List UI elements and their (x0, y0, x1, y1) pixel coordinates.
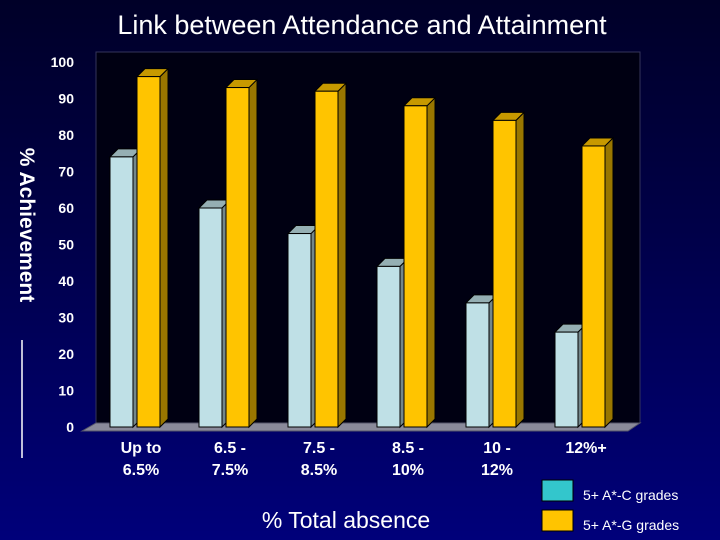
y-tick-label: 80 (58, 127, 74, 143)
bar-ac (286, 224, 321, 429)
bar-front-face (554, 331, 579, 428)
bar-ag (491, 111, 526, 429)
legend-label: 5+ A*-C grades (583, 487, 678, 503)
bar-side-face (426, 96, 436, 429)
legend: 5+ A*-C grades 5+ A*-G grades (541, 479, 679, 533)
bar-side-face (515, 111, 525, 429)
x-axis-label: % Total absence (262, 507, 430, 533)
bar-ag (402, 96, 437, 429)
bar-front-face (492, 119, 517, 428)
bar-ac (553, 322, 588, 429)
bar-ag (580, 136, 615, 429)
bar-front-face (314, 90, 339, 428)
x-tick-label: 6.5 -7.5% (212, 440, 248, 479)
bar-ac (108, 147, 143, 429)
y-tick-label: 100 (51, 54, 75, 70)
y-tick-label: 50 (58, 237, 74, 253)
bar-ag (135, 67, 170, 429)
bar-front-face (136, 76, 161, 428)
bar-side-face (159, 67, 169, 429)
bars (108, 67, 615, 429)
bar-front-face (376, 265, 401, 428)
y-axis-label: % Achievement (15, 148, 38, 302)
bar-front-face (225, 87, 250, 428)
x-tick-label: 8.5 -10% (392, 440, 424, 479)
bar-ag (313, 81, 348, 429)
bar-front-face (109, 156, 134, 428)
y-tick-label: 60 (58, 200, 74, 216)
y-tick-label: 70 (58, 164, 74, 180)
x-tick-label: Up to 6.5% (121, 440, 162, 479)
y-tick-label: 20 (58, 346, 74, 362)
bar-front-face (287, 233, 312, 428)
bar-front-face (465, 302, 490, 428)
bar-side-face (337, 81, 347, 429)
legend-label: 5+ A*-G grades (583, 517, 679, 533)
legend-swatch (541, 509, 574, 532)
y-tick-label: 0 (66, 419, 74, 435)
y-tick-label: 90 (58, 91, 74, 107)
bar-ag (224, 78, 259, 429)
bar-front-face (198, 207, 223, 428)
x-tick-label: 10 -12% (481, 440, 513, 479)
x-tick-label: 7.5 -8.5% (301, 440, 337, 479)
legend-swatch (541, 479, 574, 502)
bar-front-face (581, 145, 606, 428)
bar-ac (197, 198, 232, 429)
x-tick-label: 12%+ (565, 440, 606, 457)
x-axis-categories: Up to 6.5% 6.5 -7.5% 7.5 -8.5% 8.5 -10% 10 -1… (121, 440, 607, 479)
chart-title: Link between Attendance and Attainment (117, 10, 607, 40)
y-tick-label: 30 (58, 310, 74, 326)
y-axis-ticks: 0 10 20 30 40 50 60 70 80 90 100 (51, 54, 75, 435)
bar-side-face (248, 78, 258, 429)
y-tick-label: 40 (58, 273, 74, 289)
y-tick-label: 10 (58, 383, 74, 399)
bar-ac (464, 293, 499, 429)
bar-ac (375, 257, 410, 429)
bar-side-face (604, 136, 614, 429)
bar-front-face (403, 105, 428, 428)
